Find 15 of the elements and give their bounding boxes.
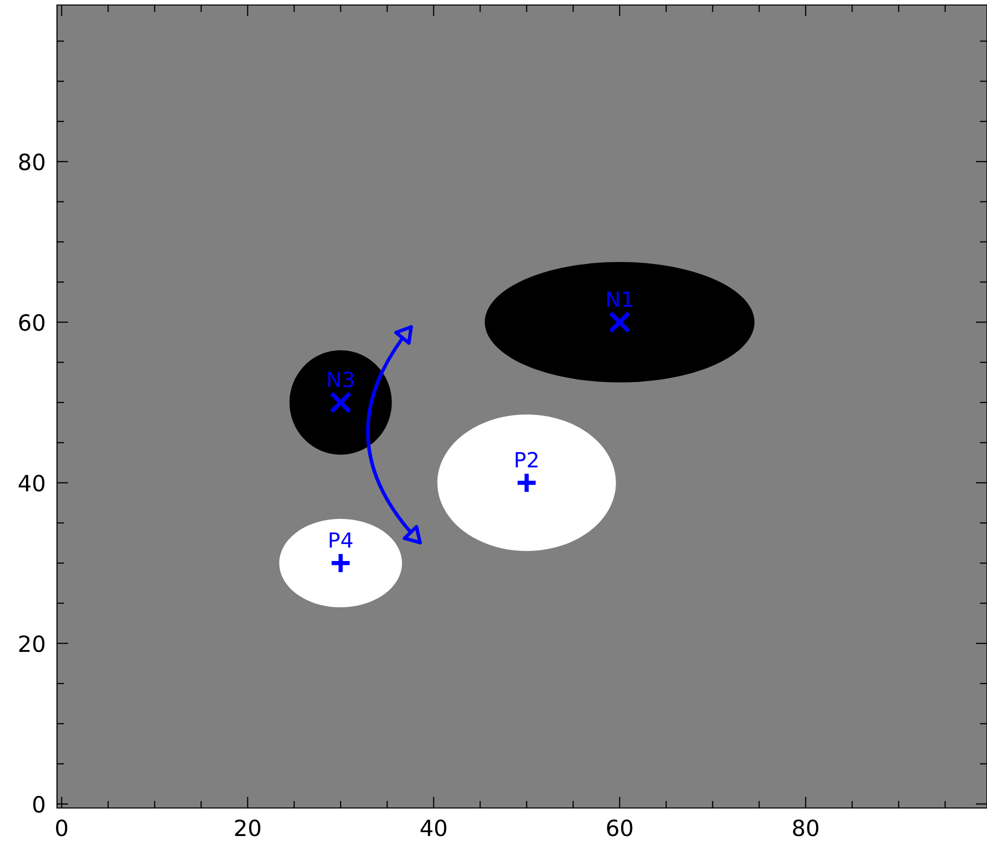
y-tick-label: 40 [18,474,44,492]
annotation: P2 [516,452,538,468]
y-tick-label: 20 [19,635,44,652]
annotation: P4 [330,532,352,548]
x-tick-label: 0 [56,820,68,836]
x-tick-label: 20 [235,820,260,836]
x-tick-label: 60 [607,820,632,836]
x-tick-label: 40 [420,820,446,836]
annotation: N1 [607,292,632,307]
y-tick-label: 80 [19,154,44,170]
annotation: N3 [328,372,354,388]
point [516,472,538,494]
y-tick-label: 60 [19,314,44,331]
y-tick-label: 0 [33,796,44,813]
x-tick-label: 80 [793,820,818,836]
